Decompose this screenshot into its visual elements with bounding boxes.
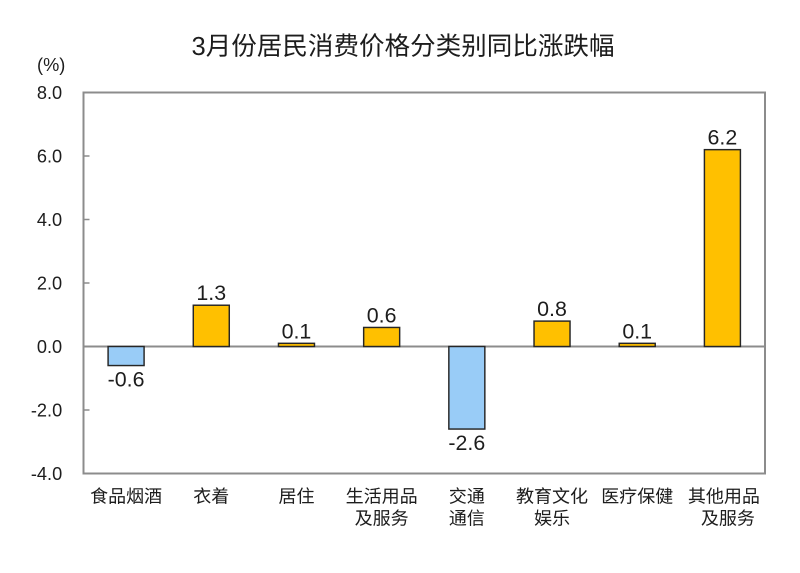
svg-text:-2.6: -2.6	[448, 431, 485, 455]
svg-text:0.8: 0.8	[537, 297, 567, 321]
svg-text:0.1: 0.1	[282, 319, 312, 343]
svg-text:4.0: 4.0	[37, 210, 62, 230]
svg-text:8.0: 8.0	[37, 83, 62, 103]
svg-text:(%): (%)	[37, 55, 65, 75]
svg-text:-2.0: -2.0	[31, 400, 62, 420]
svg-text:-0.6: -0.6	[108, 367, 145, 391]
svg-text:-4.0: -4.0	[31, 464, 62, 484]
svg-text:1.3: 1.3	[196, 281, 226, 305]
svg-text:6.2: 6.2	[708, 126, 738, 150]
svg-text:0.0: 0.0	[37, 337, 62, 357]
svg-text:0.1: 0.1	[622, 319, 652, 343]
svg-text:3: 3	[192, 33, 206, 61]
svg-text:2.0: 2.0	[37, 273, 62, 293]
svg-text:6.0: 6.0	[37, 146, 62, 166]
svg-text:0.6: 0.6	[367, 303, 397, 327]
